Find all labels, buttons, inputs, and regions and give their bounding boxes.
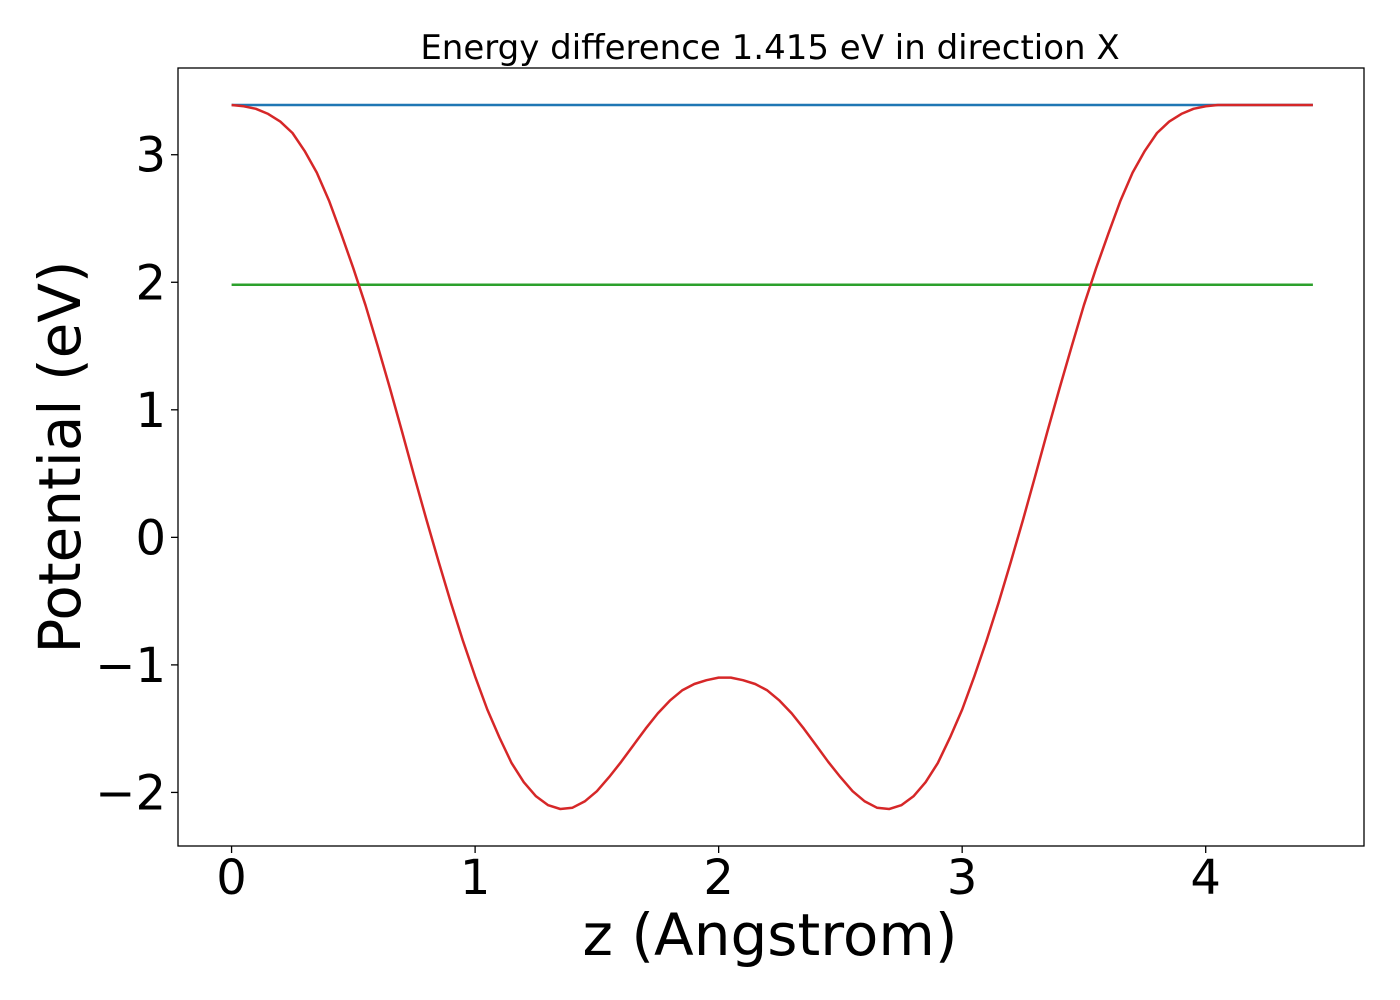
y-tick-label: −2	[95, 765, 166, 821]
plot-area	[231, 103, 1313, 811]
x-axis-label: z (Angstrom)	[583, 901, 958, 969]
y-tick-label: 2	[135, 255, 166, 311]
y-tick-label: −1	[95, 638, 166, 694]
y-tick-label: 1	[135, 383, 166, 439]
y-tick-label: 3	[135, 128, 166, 184]
x-tick-label: 2	[703, 850, 734, 906]
y-tick-label: 0	[135, 510, 166, 566]
series-line-0	[231, 103, 1313, 811]
x-tick-label: 0	[216, 850, 247, 906]
x-tick-label: 3	[947, 850, 978, 906]
chart-title: Energy difference 1.415 eV in direction …	[420, 28, 1119, 68]
x-tick-label: 1	[460, 850, 491, 906]
x-axis: 0 1 2 3 4	[216, 846, 1221, 906]
x-tick-label: 4	[1190, 850, 1221, 906]
y-axis: −2 −1 0 1 2 3	[95, 128, 178, 821]
plot-frame	[177, 67, 1365, 847]
y-axis-label: Potential (eV)	[26, 260, 94, 653]
